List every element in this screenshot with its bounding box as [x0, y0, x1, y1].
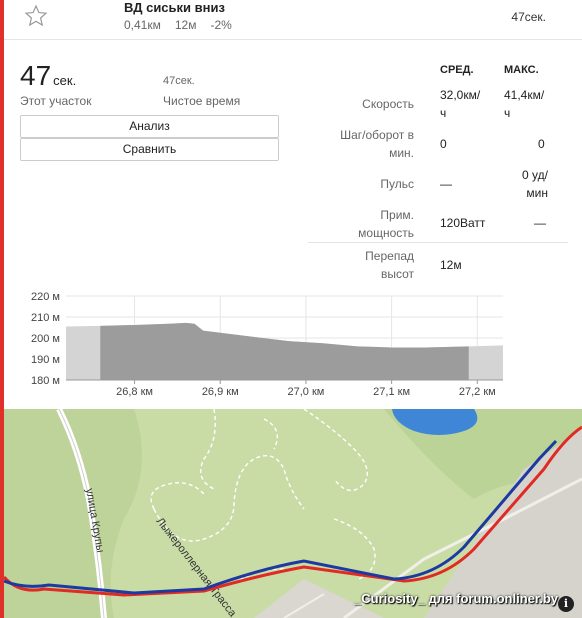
- urban-area: [424, 429, 582, 618]
- route-map[interactable]: улица Крупы Лыжероллерная Трасса _Curios…: [4, 409, 582, 618]
- park-area: [4, 409, 142, 618]
- elevation-chart[interactable]: 220 м 210 м 200 м 190 м 180 м 26,8 км 26,9 км 2…: [0, 286, 582, 406]
- stat-avg-speed: 32,0км/ч: [440, 88, 481, 120]
- stat-max-cadence: 0: [538, 137, 545, 151]
- stat-label-heartrate: Пульс: [380, 177, 414, 191]
- stat-avg-power: 120Ватт: [440, 216, 486, 230]
- segment-name[interactable]: ВД сиськи вниз: [124, 0, 225, 15]
- x-tick-label: 27,1 км: [373, 386, 410, 398]
- x-tick-label: 26,9 км: [202, 386, 239, 398]
- trail-label: Лыжероллерная Трасса: [154, 515, 239, 618]
- segment-distance: 0,41км: [124, 18, 161, 32]
- col-header-avg: СРЕД.: [440, 64, 474, 76]
- service-road: [283, 593, 325, 618]
- segment-meta: 0,41км 12м -2%: [124, 18, 232, 32]
- y-tick-label: 190 м: [31, 354, 60, 366]
- y-tick-label: 220 м: [31, 291, 60, 303]
- dashed-trails: [150, 409, 376, 585]
- stat-avg-heartrate: —: [440, 177, 452, 191]
- lake: [392, 409, 478, 435]
- x-tick-label: 27,0 км: [287, 386, 324, 398]
- stat-avg-elev-gain: 12м: [440, 258, 462, 272]
- watermark: _Curiosity_ для forum.onliner.by: [354, 591, 558, 606]
- y-tick-label: 200 м: [31, 333, 60, 345]
- route-blue-line: [4, 439, 558, 595]
- x-tick-label: 27,2 км: [459, 386, 496, 398]
- star-icon[interactable]: [24, 4, 48, 28]
- stat-label-speed: Скорость: [362, 97, 414, 111]
- elapsed-time-unit: сек.: [53, 73, 77, 88]
- segment-time: 47сек.: [511, 10, 546, 24]
- stat-max-speed: 41,4км/ч: [504, 88, 545, 120]
- moving-time-value: 47сек.: [163, 75, 195, 87]
- street-road: [58, 409, 105, 618]
- stat-label-cadence: Шаг/оборот в мин.: [340, 128, 414, 160]
- x-tick-label: 26,8 км: [116, 386, 153, 398]
- info-icon[interactable]: i: [558, 596, 574, 612]
- segment-grade: -2%: [210, 18, 232, 32]
- urban-area: [254, 579, 384, 618]
- compare-button[interactable]: Сравнить: [20, 138, 279, 161]
- segment-elevation-area: [100, 322, 469, 380]
- stat-max-heartrate: 0 уд/мин: [522, 168, 548, 200]
- analyze-button[interactable]: Анализ: [20, 115, 279, 138]
- segment-header: ВД сиськи вниз 0,41км 12м -2% 47сек.: [4, 0, 582, 40]
- activity-color-bar: [0, 0, 4, 618]
- elapsed-time-label: Этот участок: [20, 94, 92, 108]
- stat-max-power: —: [534, 216, 546, 230]
- stat-avg-cadence: 0: [440, 137, 447, 151]
- segment-elevation: 12м: [174, 18, 197, 32]
- stat-label-elev-gain: Перепад высот: [365, 249, 414, 281]
- service-road: [343, 477, 582, 618]
- y-tick-label: 210 м: [31, 312, 60, 324]
- moving-time-label: Чистое время: [163, 94, 241, 108]
- stats-divider: [308, 242, 568, 243]
- stat-label-power: Прим. мощность: [358, 208, 414, 240]
- map-canvas: улица Крупы Лыжероллерная Трасса: [4, 409, 582, 618]
- route-red-line: [4, 425, 582, 597]
- elapsed-time-value: 47: [20, 60, 52, 91]
- elapsed-time: 47 сек.: [20, 60, 76, 92]
- col-header-max: МАКС.: [504, 64, 539, 76]
- y-tick-label: 180 м: [31, 375, 60, 387]
